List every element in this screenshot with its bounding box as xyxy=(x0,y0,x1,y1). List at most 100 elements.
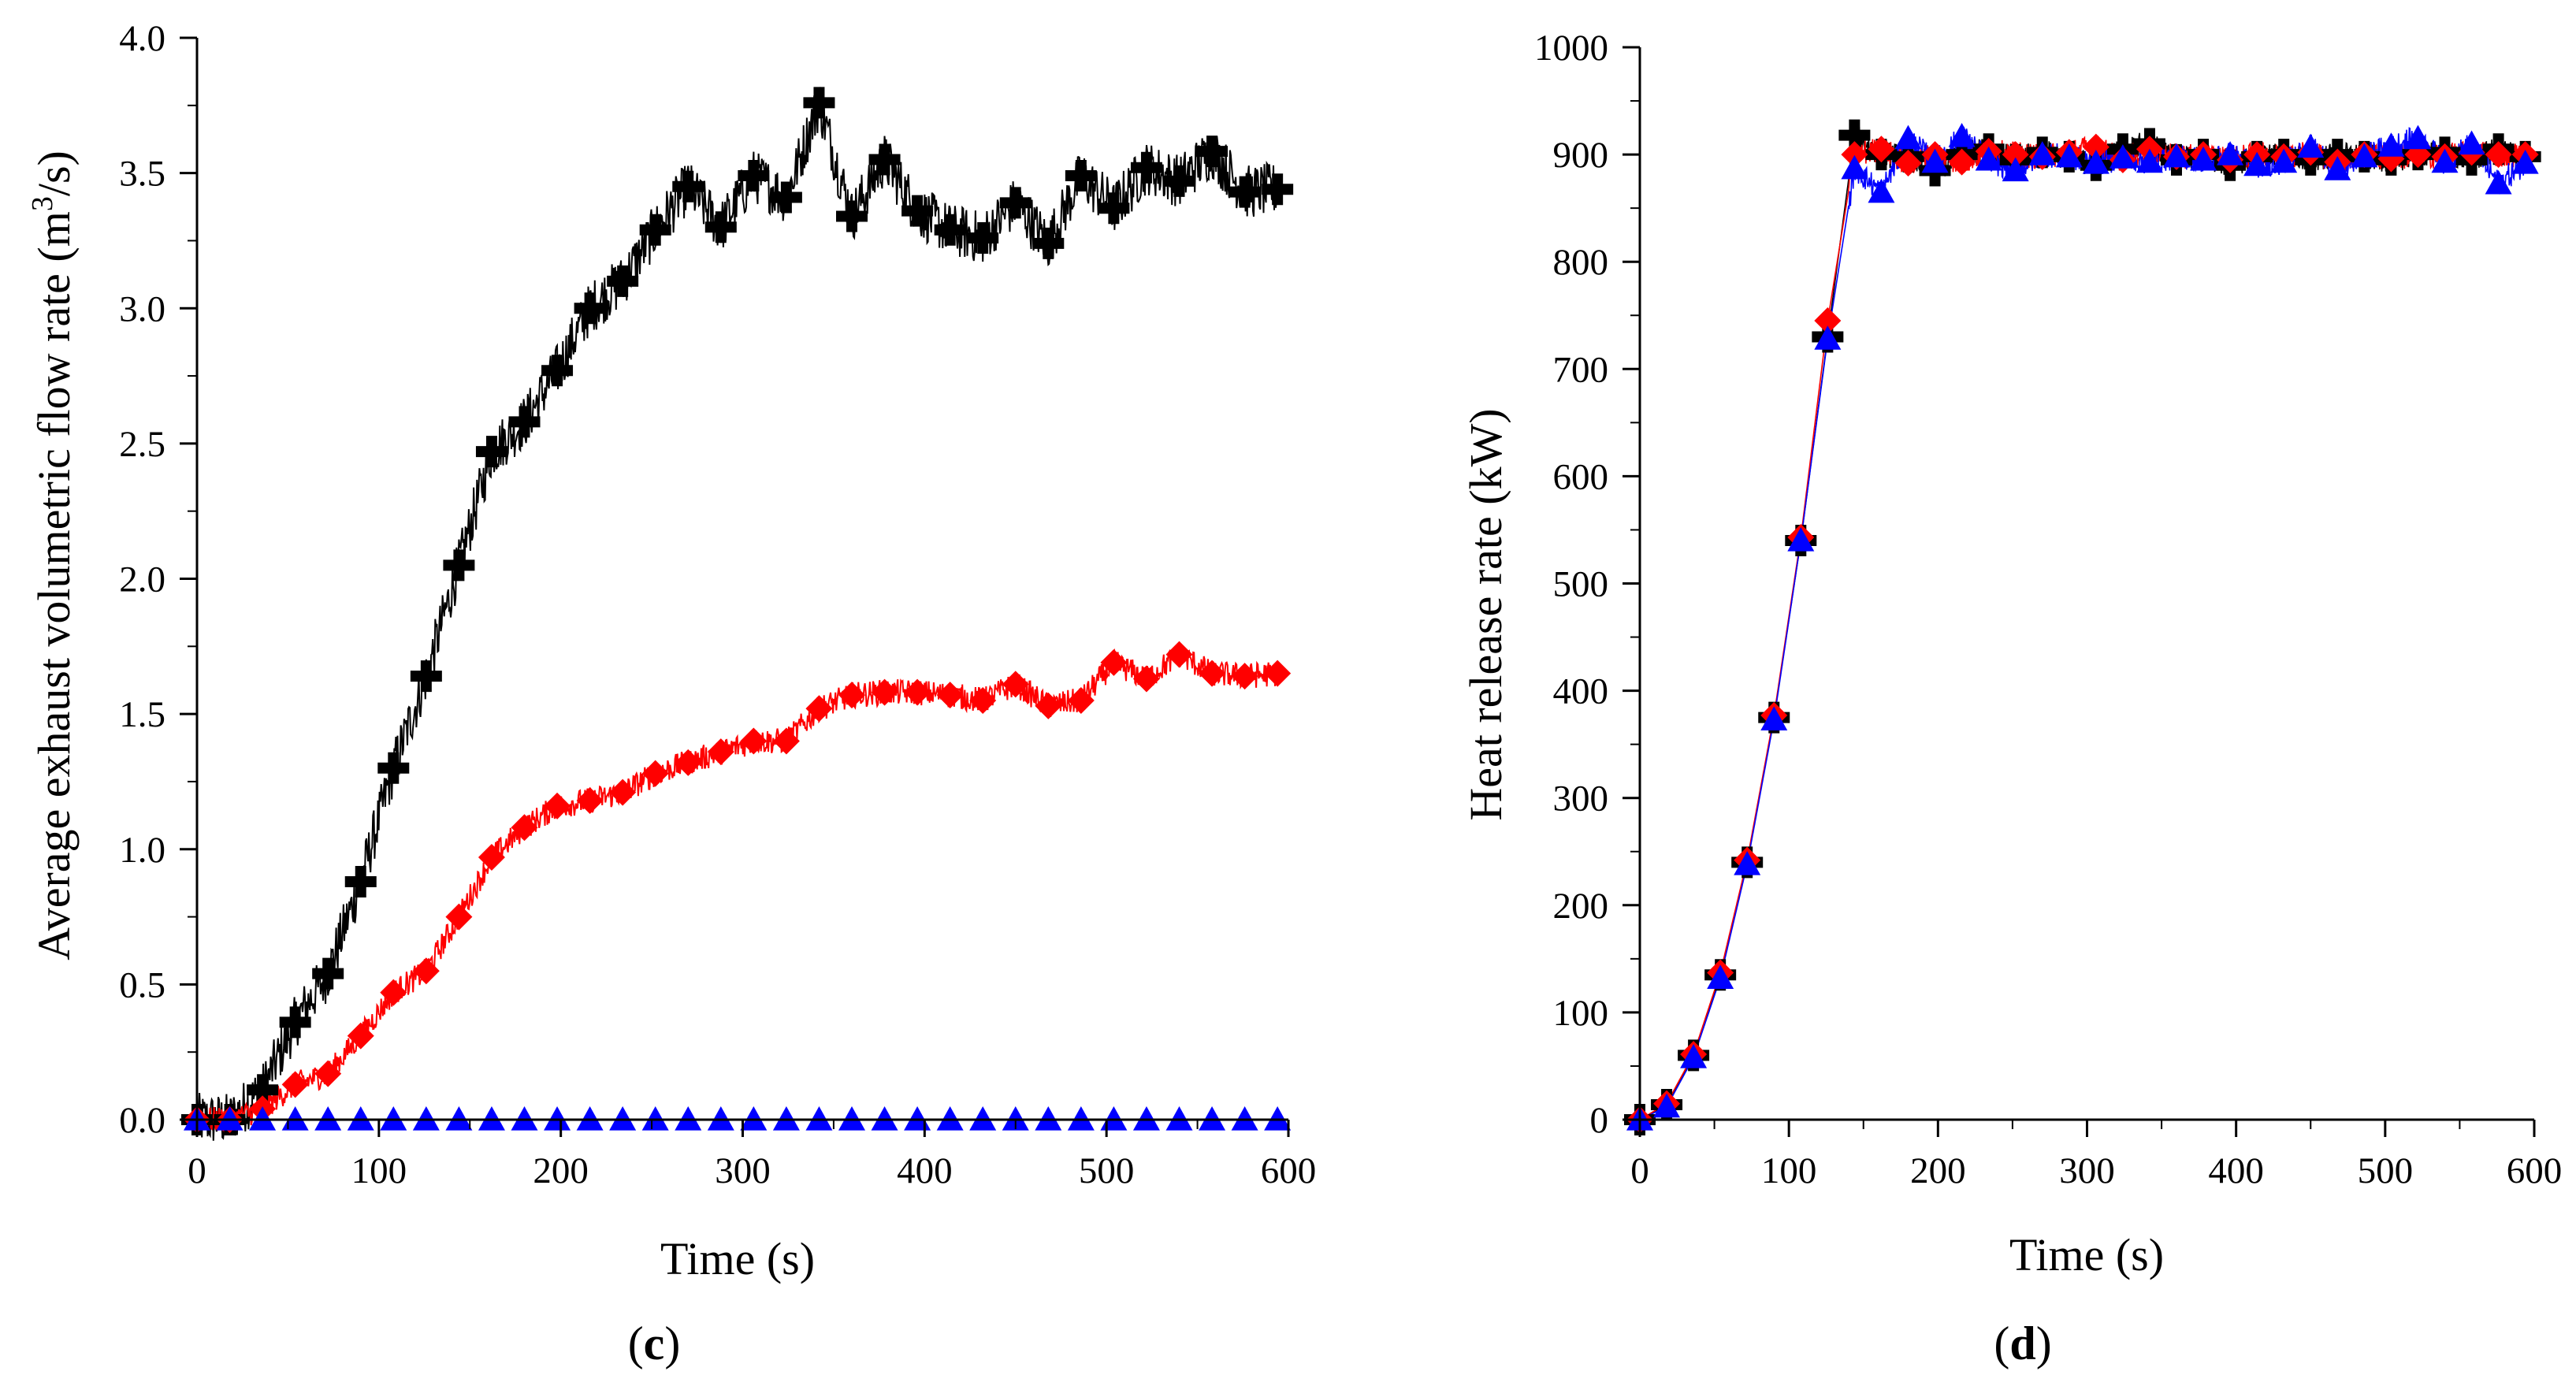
blue-triangle-marker xyxy=(544,1106,571,1131)
red-diamond-marker xyxy=(1132,665,1160,693)
panel-c-label-close: ) xyxy=(664,1317,680,1369)
black-plus-marker xyxy=(901,195,934,227)
red-diamond-marker xyxy=(314,1060,342,1087)
blue-triangle-marker xyxy=(936,1106,964,1131)
blue-triangle-marker xyxy=(249,1106,277,1131)
black-plus-marker xyxy=(475,436,507,468)
panel-d-axes-layer: 0 100 200 300 400 500 600 0 100 200 300 400 500 600 70… xyxy=(1534,28,2562,1191)
red-diamond-marker xyxy=(1868,136,1895,163)
blue-triangle-marker xyxy=(1868,178,1895,203)
black-plus-marker xyxy=(803,87,835,119)
blue-triangle-marker xyxy=(216,1106,243,1131)
y-tick-label: 500 xyxy=(1553,564,1609,605)
blue-triangle-marker xyxy=(1231,1106,1258,1131)
blue-triangle-marker xyxy=(445,1106,473,1131)
red-diamond-marker xyxy=(675,749,702,776)
red-diamond-marker xyxy=(347,1022,374,1050)
panel-c-y-axis-title-superscript: 3 xyxy=(26,196,59,211)
red-diamond-marker xyxy=(1264,660,1292,687)
blue-triangle-marker xyxy=(2485,169,2512,195)
blue-triangle-marker xyxy=(478,1106,505,1131)
black-plus-marker xyxy=(1098,192,1130,225)
red-diamond-marker xyxy=(1100,648,1128,676)
black-plus-marker xyxy=(738,160,770,192)
red-diamond-marker xyxy=(412,957,440,985)
black-plus-marker xyxy=(1065,160,1097,192)
red-diamond-marker xyxy=(1002,671,1029,698)
red-diamond-trace xyxy=(1639,136,2526,1120)
red-diamond-marker xyxy=(641,760,669,787)
y-tick-label: 900 xyxy=(1553,135,1609,176)
panel-d-markers-layer xyxy=(1624,119,2541,1135)
black-plus-marker xyxy=(672,170,704,203)
black-plus-trace xyxy=(1639,124,2526,1120)
panel-c-markers-layer xyxy=(181,87,1294,1135)
x-tick-label: 300 xyxy=(715,1150,771,1191)
y-tick-label: 4.0 xyxy=(119,18,165,59)
x-tick-label: 600 xyxy=(2507,1150,2563,1191)
panel-c-x-axis-title: Time (s) xyxy=(660,1233,815,1284)
red-diamond-trace xyxy=(196,644,1279,1133)
panel-c-label-open: ( xyxy=(628,1317,644,1369)
blue-triangle-trace xyxy=(1639,126,2526,1120)
blue-triangle-marker xyxy=(511,1106,538,1131)
y-tick-label: 0.5 xyxy=(119,964,165,1005)
red-diamond-marker xyxy=(609,778,637,806)
y-tick-label: 1.0 xyxy=(119,830,165,871)
red-diamond-marker xyxy=(1035,692,1062,719)
blue-triangle-marker xyxy=(2055,143,2083,168)
x-tick-label: 400 xyxy=(897,1150,953,1191)
blue-triangle-marker xyxy=(707,1106,734,1131)
blue-triangle-marker xyxy=(2324,156,2351,180)
black-plus-marker xyxy=(607,265,639,297)
black-plus-marker xyxy=(508,406,541,438)
x-tick-label: 0 xyxy=(1630,1150,1649,1191)
blue-triangle-marker xyxy=(1760,706,1788,730)
chart-panel-d: 0 100 200 300 400 500 600 0 100 200 300 400 500 600 70… xyxy=(1460,28,2562,1369)
blue-triangle-marker xyxy=(1132,1106,1160,1131)
panel-d-x-axis-title: Time (s) xyxy=(2009,1229,2164,1280)
blue-triangle-marker xyxy=(2377,132,2405,157)
red-diamond-marker xyxy=(1894,149,1922,177)
blue-triangle-marker xyxy=(609,1106,637,1131)
red-diamond-marker xyxy=(936,682,964,709)
blue-triangle-marker xyxy=(2404,124,2432,150)
y-tick-label: 3.5 xyxy=(119,154,165,195)
blue-triangle-marker xyxy=(2431,148,2459,173)
red-diamond-marker xyxy=(511,814,538,842)
chart-panel-c: 0 100 200 300 400 500 600 0.0 0.5 1.0 1.5 2.0 2.5 3.0… xyxy=(26,18,1316,1369)
y-tick-label: 200 xyxy=(1553,886,1609,927)
blue-triangle-marker xyxy=(281,1106,309,1131)
panel-d-label-letter: d xyxy=(2009,1317,2035,1369)
black-plus-marker xyxy=(1262,173,1294,206)
y-tick-label: 3.0 xyxy=(119,288,165,329)
panel-d-label: (d) xyxy=(1994,1317,2051,1369)
blue-triangle-marker xyxy=(314,1106,342,1131)
x-tick-label: 0 xyxy=(188,1150,206,1191)
black-plus-marker xyxy=(999,187,1032,219)
black-plus-marker xyxy=(1196,136,1229,168)
black-plus-marker xyxy=(279,1006,311,1039)
red-diamond-marker xyxy=(1814,307,1842,335)
black-plus-marker xyxy=(443,549,475,582)
black-plus-marker xyxy=(967,222,999,255)
panel-c-axes-layer: 0 100 200 300 400 500 600 0.0 0.5 1.0 1.5 2.0 2.5 3.0… xyxy=(119,18,1316,1191)
blue-triangle-marker xyxy=(2458,130,2485,155)
blue-triangle-marker xyxy=(1002,1106,1029,1131)
blue-triangle-marker xyxy=(2136,148,2163,173)
blue-triangle-marker xyxy=(904,1106,931,1131)
y-tick-label: 1.5 xyxy=(119,694,165,735)
blue-triangle-marker xyxy=(1948,122,1976,147)
blue-triangle-marker xyxy=(1165,1106,1193,1131)
panel-d-label-open: ( xyxy=(1994,1317,2009,1369)
blue-triangle-marker xyxy=(2109,144,2136,169)
y-tick-label: 400 xyxy=(1553,671,1609,712)
x-tick-label: 300 xyxy=(2059,1150,2115,1191)
red-diamond-marker xyxy=(281,1071,309,1098)
black-plus-trace xyxy=(196,87,1278,1141)
blue-triangle-marker xyxy=(1100,1106,1128,1131)
red-diamond-marker xyxy=(1231,663,1258,690)
black-plus-marker xyxy=(541,355,574,387)
black-plus-marker xyxy=(868,143,901,176)
black-plus-marker xyxy=(312,957,344,990)
